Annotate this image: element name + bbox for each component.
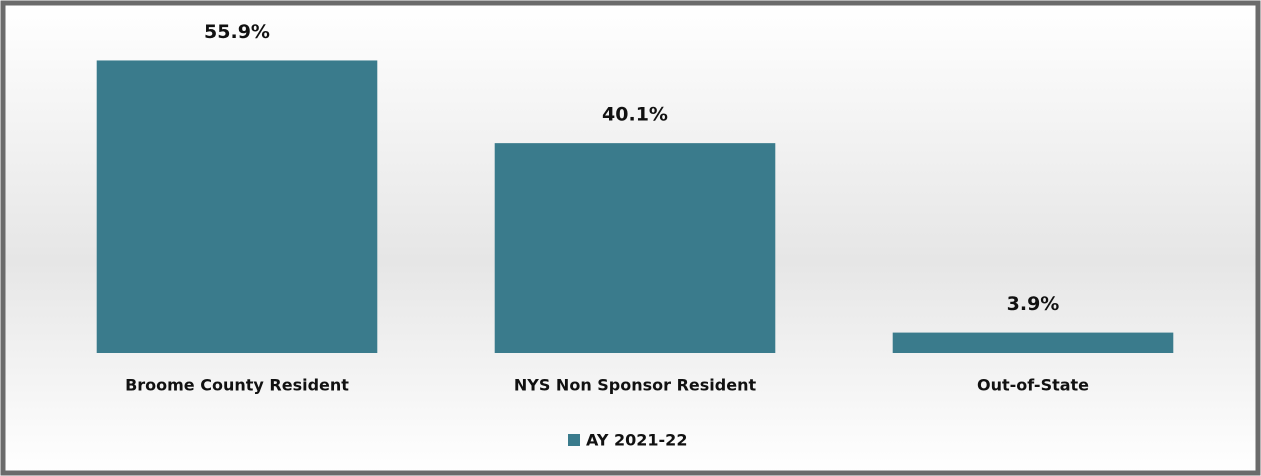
legend-swatch	[568, 434, 580, 446]
bar	[96, 60, 378, 353]
value-label: 3.9%	[1007, 293, 1060, 315]
x-tick-label: Broome County Resident	[125, 376, 349, 395]
x-tick-label: Out-of-State	[977, 376, 1089, 395]
bar	[892, 332, 1174, 353]
legend-label: AY 2021-22	[586, 431, 687, 450]
bar	[494, 143, 776, 353]
x-tick-label: NYS Non Sponsor Resident	[514, 376, 757, 395]
value-label: 55.9%	[204, 21, 270, 43]
value-label: 40.1%	[602, 104, 668, 126]
